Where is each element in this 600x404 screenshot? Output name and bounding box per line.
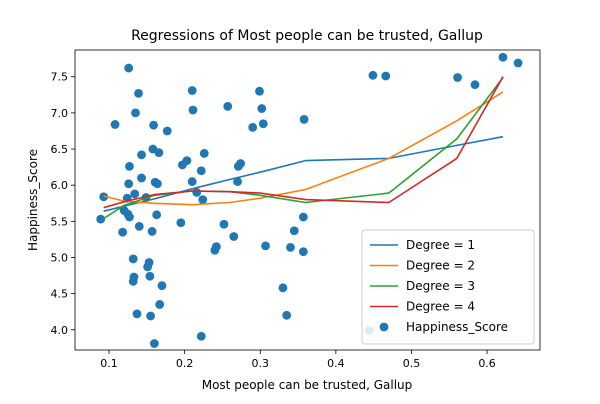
scatter-point — [152, 210, 162, 220]
chart-title: Regressions of Most people can be truste… — [131, 28, 483, 44]
scatter-point — [128, 254, 138, 264]
scatter-point — [211, 242, 221, 252]
scatter-point — [137, 150, 146, 160]
scatter-point — [196, 331, 206, 341]
y-tick-label: 6.0 — [51, 179, 69, 192]
x-tick-label: 0.1 — [100, 357, 118, 370]
scatter-point — [157, 281, 167, 291]
legend: Degree = 1 Degree = 2 Degree = 3 Degree = 4… — [361, 229, 535, 345]
scatter-point — [176, 218, 186, 228]
y-tick-label: 7.5 — [51, 71, 69, 84]
scatter-point — [248, 122, 258, 132]
scatter-point — [298, 212, 308, 222]
scatter-point — [282, 310, 292, 320]
legend-label: Degree = 4 — [406, 300, 475, 314]
legend-label: Happiness_Score — [406, 320, 508, 334]
scatter-point — [110, 120, 120, 129]
x-tick-label: 0.4 — [327, 357, 345, 370]
scatter-point — [498, 52, 508, 62]
scatter-point — [134, 88, 143, 98]
scatter-point — [149, 339, 159, 348]
scatter-point — [149, 120, 159, 130]
scatter-point — [278, 283, 288, 293]
scatter-point — [145, 271, 155, 281]
scatter-point — [470, 80, 480, 90]
scatter-point — [223, 101, 233, 111]
legend-label: Degree = 1 — [406, 238, 475, 252]
scatter-point — [146, 311, 156, 321]
scatter-point — [453, 73, 462, 82]
scatter-point — [155, 300, 165, 309]
y-tick-label: 7.0 — [51, 107, 69, 120]
scatter-point — [368, 70, 378, 80]
scatter-point — [258, 119, 268, 129]
scatter-point — [233, 177, 242, 186]
scatter-point — [187, 86, 197, 95]
legend-box — [361, 229, 535, 345]
scatter-point — [187, 177, 197, 186]
regression-line-degree-4 — [103, 76, 504, 209]
scatter-point — [131, 108, 140, 118]
scatter-point — [124, 63, 134, 73]
scatter-point — [162, 126, 172, 136]
scatter-point — [261, 241, 270, 251]
scatter-point — [192, 188, 202, 197]
scatter-point — [124, 179, 134, 189]
x-tick-label: 0.6 — [478, 357, 496, 370]
y-tick-label: 6.5 — [51, 143, 69, 156]
scatter-point — [257, 104, 267, 113]
y-tick-label: 5.0 — [51, 251, 69, 264]
x-tick-label: 0.3 — [251, 357, 269, 370]
scatter-point — [137, 173, 146, 183]
scatter-point — [130, 189, 140, 199]
x-axis-label: Most people can be trusted, Gallup — [202, 378, 413, 392]
scatter-point — [144, 258, 154, 267]
scatter-point — [198, 195, 208, 205]
scatter-point — [299, 114, 309, 124]
scatter-point — [381, 71, 391, 81]
y-tick-label: 5.5 — [51, 215, 69, 228]
axes-frame — [74, 49, 541, 351]
regression-line-degree-2 — [103, 91, 504, 206]
scatter-point — [513, 58, 523, 68]
scatter-point — [236, 159, 245, 168]
legend-label: Degree = 2 — [406, 259, 475, 273]
scatter-point — [188, 105, 198, 115]
scatter-point — [118, 227, 128, 237]
scatter-point — [219, 219, 229, 229]
scatter-point — [153, 179, 162, 189]
regression-line-degree-3 — [103, 77, 504, 220]
x-tick-label: 0.2 — [176, 357, 194, 370]
scatter-point — [286, 242, 295, 252]
legend-swatch-marker — [379, 322, 389, 332]
scatter-point — [154, 148, 164, 158]
scatter-point — [96, 214, 106, 224]
legend-label: Degree = 3 — [406, 279, 475, 293]
scatter-point — [298, 247, 308, 257]
scatter-point — [196, 166, 206, 176]
y-axis-label: Happiness_Score — [26, 149, 40, 251]
plot-area: 0.1 0.2 0.3 0.4 0.5 0.6 4.0 4.5 5.0 5.5 6.0 6.5 7.0 7… — [51, 49, 541, 370]
scatter-point — [255, 86, 264, 96]
y-tick-label: 4.5 — [51, 288, 69, 301]
scatter-point — [147, 227, 157, 236]
scatter-point — [199, 148, 209, 158]
scatter-point — [132, 309, 142, 319]
scatter-point — [289, 226, 299, 236]
scatter-point — [229, 232, 239, 241]
scatter-point — [182, 156, 192, 166]
x-tick-label: 0.5 — [403, 357, 421, 370]
scatter-point — [134, 221, 144, 231]
scatter-point — [125, 212, 134, 222]
scatter-point — [125, 161, 134, 171]
scatter-point — [129, 272, 139, 282]
y-tick-label: 4.0 — [51, 324, 69, 337]
